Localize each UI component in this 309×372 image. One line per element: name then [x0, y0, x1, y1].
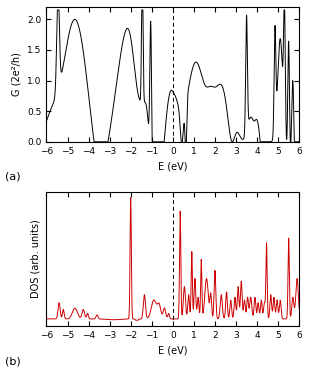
Text: (b): (b): [5, 356, 20, 366]
Text: (a): (a): [5, 171, 20, 182]
Y-axis label: DOS (arb. units): DOS (arb. units): [31, 219, 41, 298]
Y-axis label: G (2e²/h): G (2e²/h): [12, 52, 22, 96]
X-axis label: E (eV): E (eV): [158, 161, 188, 171]
X-axis label: E (eV): E (eV): [158, 346, 188, 356]
